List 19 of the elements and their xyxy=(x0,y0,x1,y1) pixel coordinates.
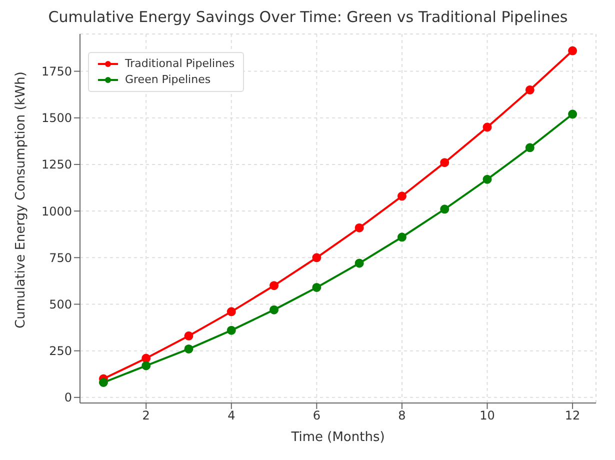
y-tick-label: 1000 xyxy=(41,204,72,218)
y-tick-label: 500 xyxy=(49,297,72,312)
x-tick-label: 2 xyxy=(142,408,150,423)
y-tick-label: 1750 xyxy=(41,64,72,79)
x-tick-label: 6 xyxy=(312,408,320,423)
y-tick-label: 1250 xyxy=(41,158,72,172)
y-tick-label: 1500 xyxy=(41,111,72,126)
legend-label: Green Pipelines xyxy=(125,72,211,88)
y-tick-label: 250 xyxy=(49,344,72,358)
x-tick-label: 12 xyxy=(564,408,580,423)
y-axis-title: Cumulative Energy Consumption (kWh) xyxy=(14,72,29,328)
legend-label: Traditional Pipelines xyxy=(125,56,235,72)
x-tick-label: 4 xyxy=(228,408,236,423)
x-tick-label: 10 xyxy=(480,408,495,423)
x-tick-label: 8 xyxy=(398,408,406,423)
x-axis-title: Time (Months) xyxy=(290,430,385,445)
y-tick-label: 750 xyxy=(49,250,72,265)
y-tick-label: 0 xyxy=(64,390,72,405)
chart-title: Cumulative Energy Savings Over Time: Green vs Traditional Pipelines xyxy=(47,8,569,26)
